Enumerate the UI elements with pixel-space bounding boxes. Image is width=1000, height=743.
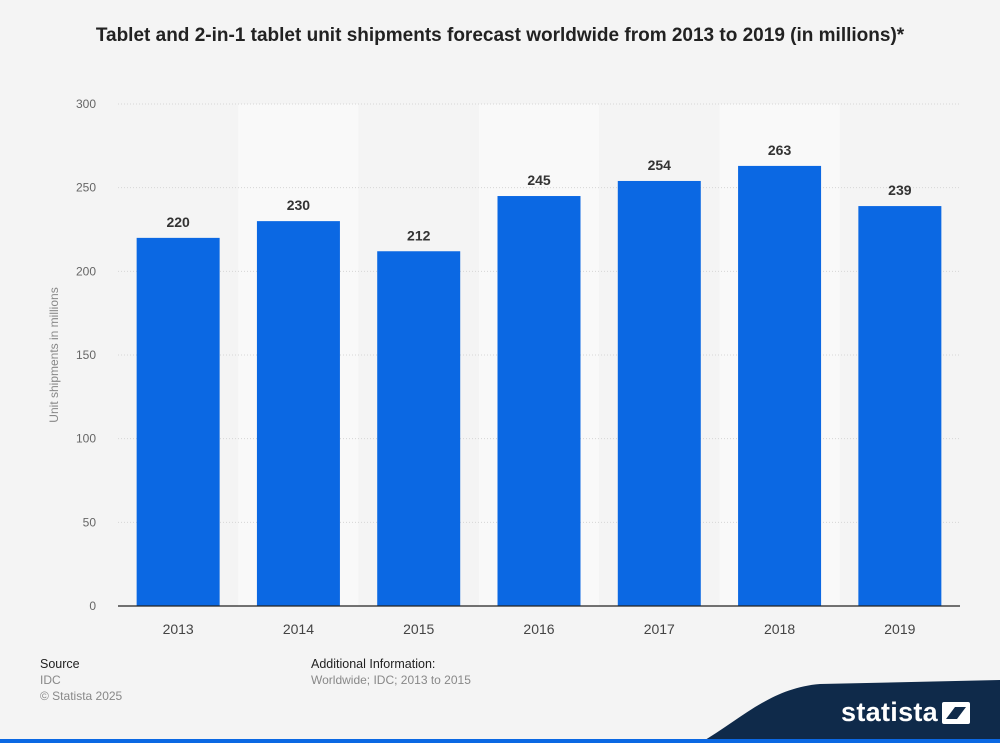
bars xyxy=(136,165,942,607)
bar-2013[interactable] xyxy=(136,237,220,606)
info-heading: Additional Information: xyxy=(311,657,436,671)
data-label-2014: 230 xyxy=(287,197,311,213)
statista-logo-text[interactable]: statista xyxy=(841,697,938,727)
bar-2015[interactable] xyxy=(377,251,461,606)
y-tick-label: 250 xyxy=(76,181,96,195)
x-tick-label-2018: 2018 xyxy=(764,621,795,637)
x-tick-label-2016: 2016 xyxy=(523,621,554,637)
data-label-2013: 220 xyxy=(166,214,190,230)
y-tick-label: 0 xyxy=(89,599,96,613)
bar-2016[interactable] xyxy=(497,196,581,607)
x-axis-ticks: 2013 2014 2015 2016 2017 2018 2019 xyxy=(163,621,916,637)
data-label-2018: 263 xyxy=(768,142,792,158)
y-tick-label: 50 xyxy=(83,515,97,529)
y-axis-ticks: 0 50 100 150 200 250 300 xyxy=(76,97,96,613)
x-tick-label-2015: 2015 xyxy=(403,621,434,637)
footer-additional-info: Additional Information: Worldwide; IDC; … xyxy=(311,656,471,688)
data-label-2017: 254 xyxy=(648,157,672,173)
y-tick-label: 150 xyxy=(76,348,96,362)
data-label-2015: 212 xyxy=(407,227,431,243)
bar-2014[interactable] xyxy=(256,221,340,606)
x-tick-label-2013: 2013 xyxy=(163,621,194,637)
info-text: Worldwide; IDC; 2013 to 2015 xyxy=(311,673,471,687)
x-tick-label-2019: 2019 xyxy=(884,621,915,637)
bar-2018[interactable] xyxy=(738,165,822,606)
y-tick-label: 300 xyxy=(76,97,96,111)
statista-logo-icon xyxy=(942,702,970,724)
data-label-2016: 245 xyxy=(527,172,551,188)
bar-2017[interactable] xyxy=(617,180,701,606)
y-tick-label: 200 xyxy=(76,264,96,278)
y-axis-label: Unit shipments in millions xyxy=(47,287,61,422)
x-tick-label-2017: 2017 xyxy=(644,621,675,637)
logo-band xyxy=(700,680,1000,743)
y-tick-label: 100 xyxy=(76,432,96,446)
source-heading: Source xyxy=(40,657,80,671)
bar-2019[interactable] xyxy=(858,206,942,606)
chart-title: Tablet and 2-in-1 tablet unit shipments … xyxy=(95,25,905,46)
x-tick-label-2014: 2014 xyxy=(283,621,314,637)
data-label-2019: 239 xyxy=(888,182,912,198)
footer-source: Source IDC © Statista 2025 xyxy=(40,656,122,704)
data-labels: 220 230 212 245 254 263 239 xyxy=(166,142,911,243)
bottom-accent-bar xyxy=(0,739,1000,743)
source-name[interactable]: IDC xyxy=(40,673,61,687)
copyright: © Statista 2025 xyxy=(40,689,123,703)
